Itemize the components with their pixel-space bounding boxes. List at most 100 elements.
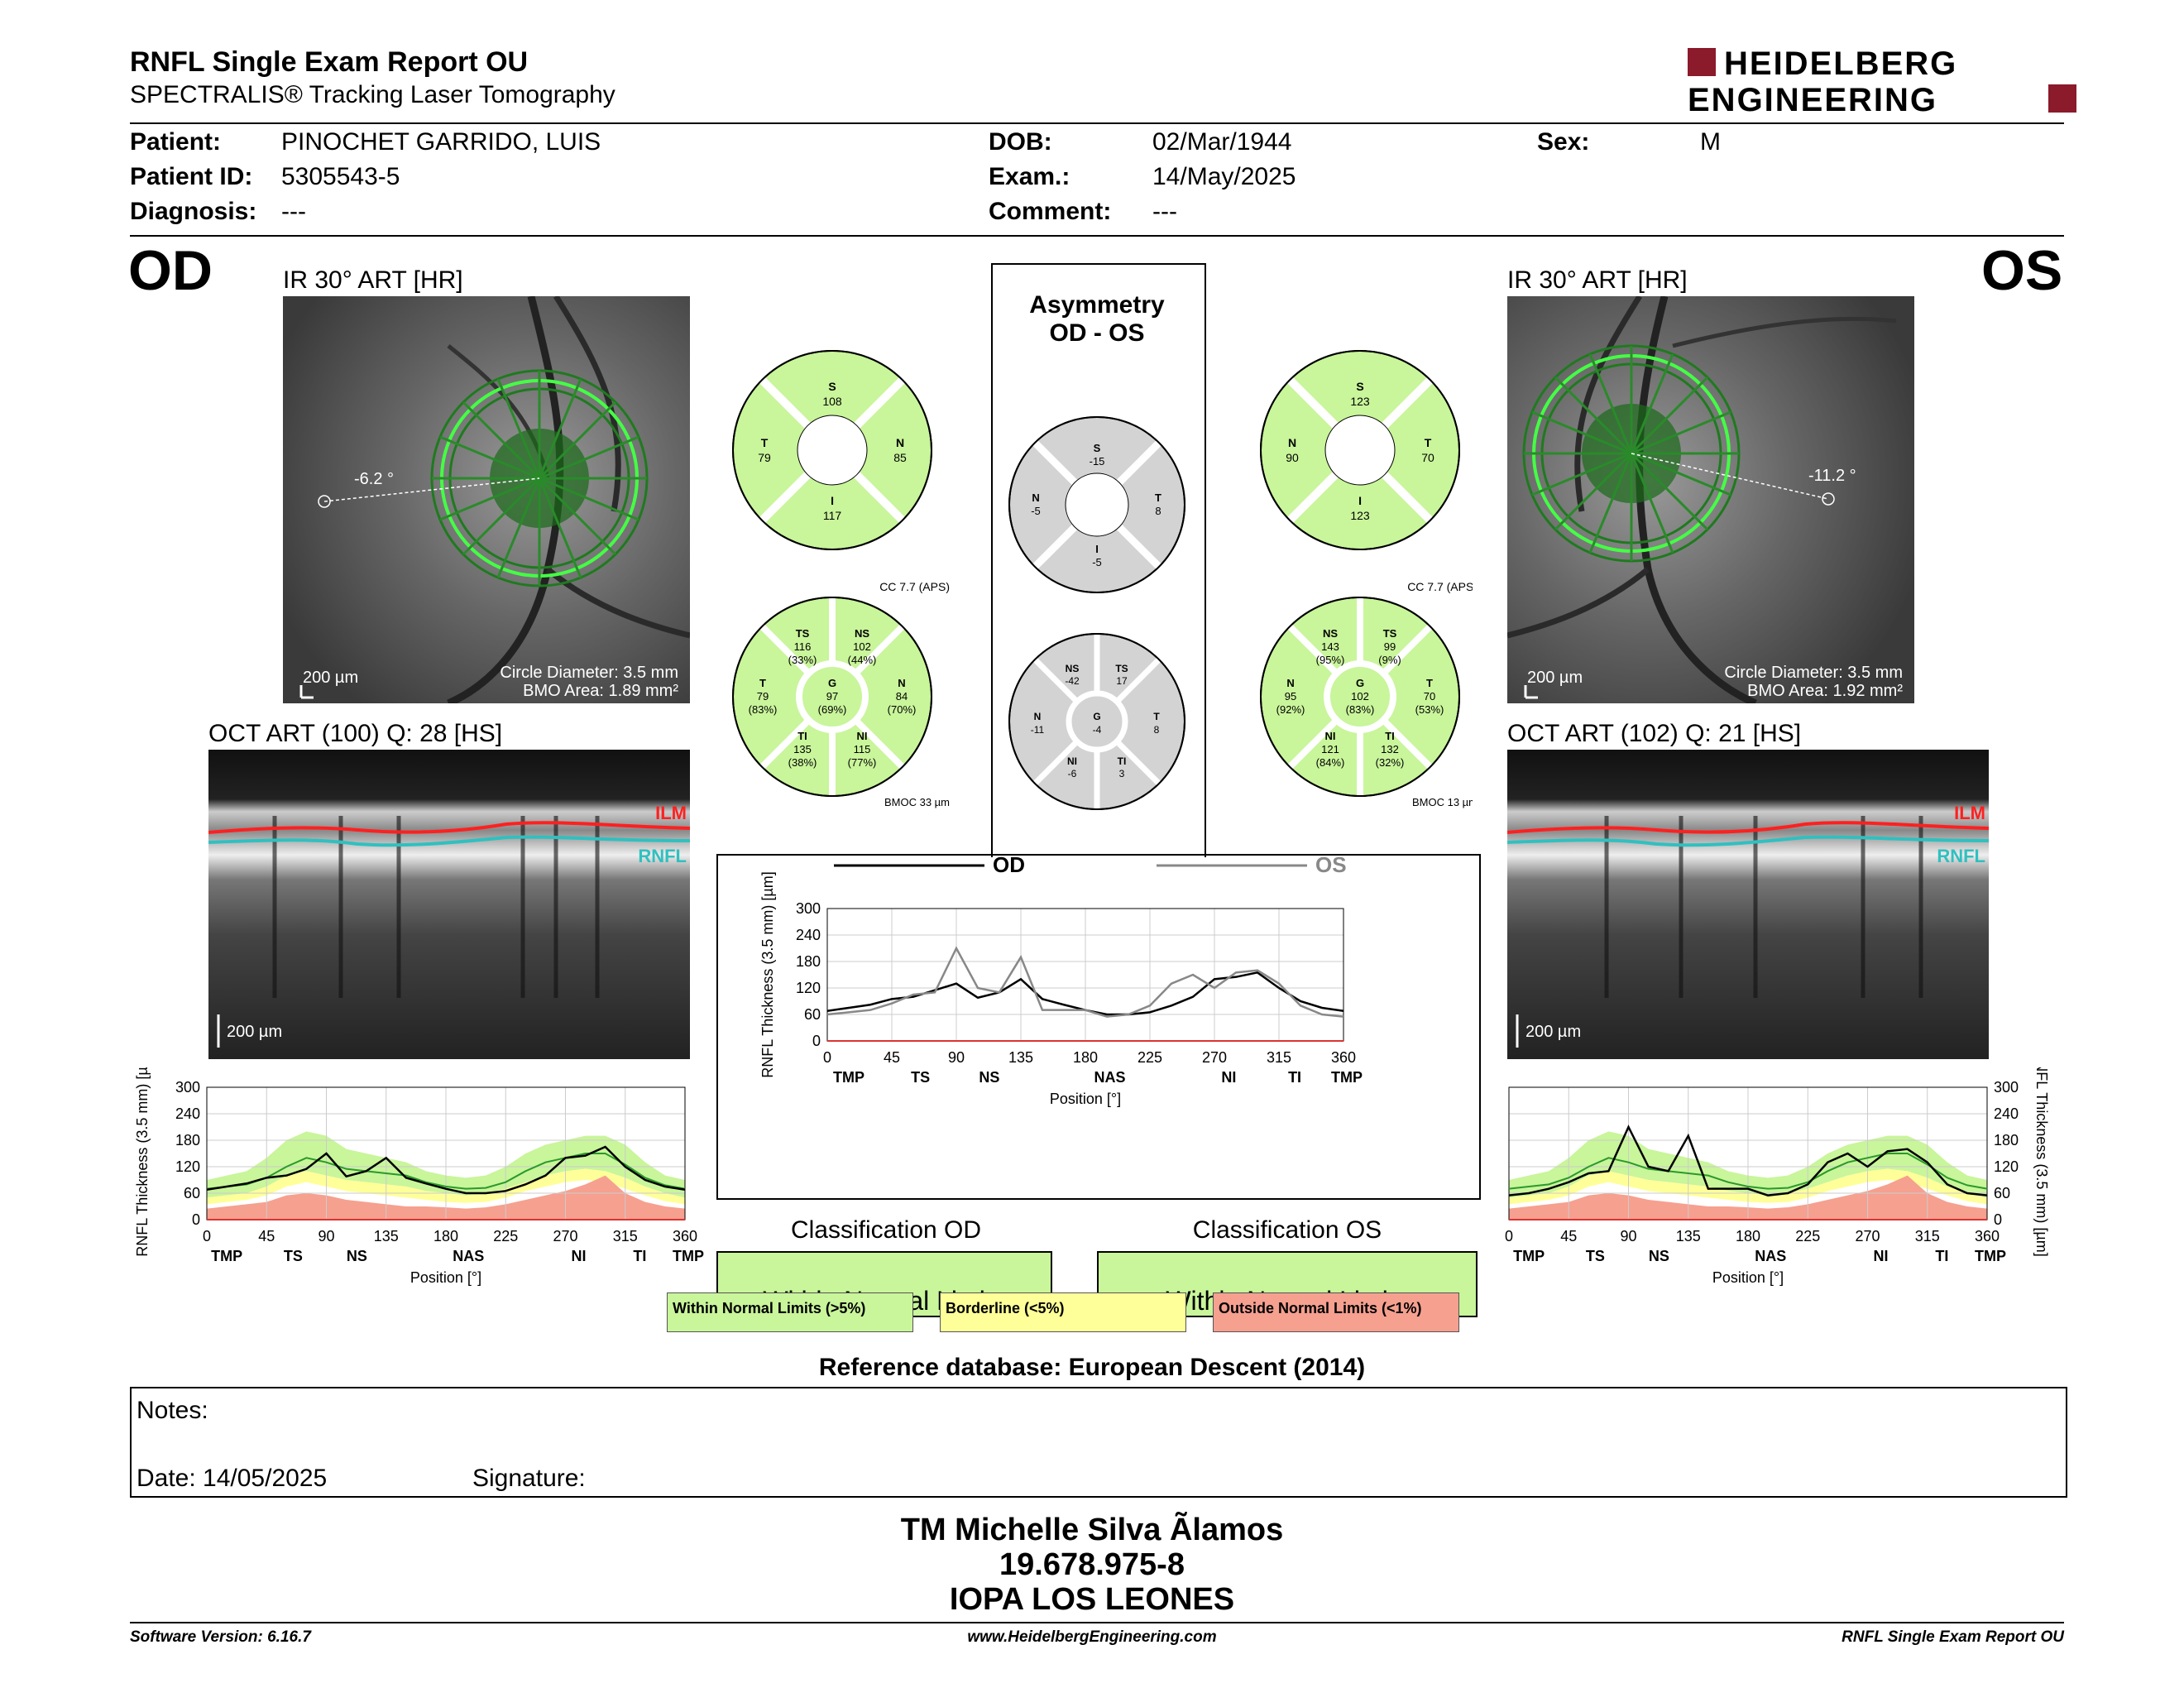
- footer-website: www.HeidelbergEngineering.com: [967, 1628, 1217, 1646]
- svg-text:TI: TI: [1385, 730, 1395, 742]
- notes-box: Notes: Date: 14/05/2025 Signature:: [130, 1387, 2067, 1498]
- sector-label: TMP: [1975, 1248, 2006, 1264]
- sector-label: TI: [633, 1248, 646, 1264]
- y-axis-label: RNFL Thickness (3.5 mm) [µm]: [134, 1067, 151, 1257]
- od-sector-circle: TS 116 (33%) NS 102 (44%) T 79 (83%) G 9…: [732, 597, 932, 797]
- comment-value: ---: [1152, 198, 1177, 225]
- y-tick-label: 0: [1994, 1211, 2002, 1228]
- patient-label: Patient:: [130, 128, 222, 156]
- thickness-circles: S 108 T 79 N 85 I 117 S -15 N -5 T 8 I -…: [732, 350, 1473, 810]
- sector-label: TMP: [673, 1248, 704, 1264]
- os-bmoc-label: BMOC 13 µm: [1412, 796, 1473, 808]
- x-tick-label: 270: [553, 1228, 577, 1244]
- os-eye-label: OS: [1981, 239, 2063, 302]
- os-sec-ts-p: (9%): [1378, 654, 1401, 666]
- y-tick-label: 180: [175, 1132, 200, 1149]
- x-tick-label: 135: [1676, 1228, 1701, 1244]
- asym-sec-ni: -6: [1068, 768, 1077, 779]
- svg-text:T: T: [761, 436, 769, 449]
- asymmetry-title: Asymmetry: [1029, 291, 1165, 319]
- legend-outside: Outside Normal Limits (<1%): [1213, 1292, 1459, 1332]
- svg-text:TI: TI: [1118, 755, 1127, 767]
- os-ir-caption: IR 30° ART [HR]: [1507, 266, 1688, 294]
- od-sec-ti: 135: [793, 743, 812, 755]
- normative-mean-line: [1508, 1153, 1988, 1190]
- os-sec-t-p: (53%): [1415, 703, 1444, 716]
- svg-text:G: G: [1356, 677, 1364, 689]
- x-tick-label: 45: [884, 1049, 900, 1066]
- od-sec-n-p: (70%): [888, 703, 917, 716]
- x-axis-label: Position [°]: [410, 1269, 481, 1286]
- os-rnfl-label: RNFL: [1937, 846, 1985, 866]
- reference-database: Reference database: European Descent (20…: [818, 1354, 1366, 1381]
- y-tick-label: 300: [796, 900, 821, 917]
- os-sec-ti: 132: [1381, 743, 1399, 755]
- x-tick-label: 90: [318, 1228, 334, 1244]
- od-bmoc-label: BMOC 33 µm: [884, 796, 950, 808]
- svg-text:NI: NI: [1067, 755, 1077, 767]
- sector-label: TMP: [833, 1069, 864, 1086]
- os-sector-circle: NS 143 (95%) TS 99 (9%) N 95 (92%) G 102…: [1260, 597, 1460, 797]
- os-oct-image: ILM RNFL 200 µm: [1507, 750, 1989, 1059]
- od-ir-caption: IR 30° ART [HR]: [283, 266, 463, 294]
- os-fundus-image: -11.2 ° 200 µm Circle Diameter: 3.5 mm B…: [1507, 296, 1914, 703]
- od-rnfl-label: RNFL: [638, 846, 687, 866]
- series-line-os: [826, 946, 1344, 1018]
- svg-text:NI: NI: [1325, 730, 1336, 742]
- os-ilm-label: ILM: [1954, 803, 1985, 823]
- x-tick-label: 270: [1202, 1049, 1227, 1066]
- od-oct-scale: 200 µm: [227, 1023, 283, 1041]
- combined-thickness-chart: 0 60 120 180 240 300 0 45 90 135 180 225 270 315 360 TM…: [759, 856, 1363, 1107]
- asymmetry-box: [991, 263, 1206, 857]
- svg-text:TS: TS: [1383, 627, 1397, 640]
- sector-label: NAS: [453, 1248, 484, 1264]
- signer-name: TM Michelle Silva Ãlamos: [900, 1513, 1284, 1547]
- od-ilm-label: ILM: [655, 803, 687, 823]
- exam-value: 14/May/2025: [1152, 163, 1296, 190]
- od-sec-t: 79: [757, 690, 769, 703]
- od-sec-ni-p: (77%): [848, 756, 877, 769]
- os-fundus-scale: 200 µm: [1527, 669, 1583, 687]
- heidelberg-logo: HEIDELBERG ENGINEERING: [1688, 46, 2076, 118]
- od-classification-label: Classification OD: [790, 1216, 982, 1244]
- asymmetry-subtitle: OD - OS: [1049, 319, 1145, 347]
- asym-quad-i: -5: [1092, 556, 1102, 568]
- svg-text:S: S: [1356, 380, 1363, 393]
- series-line-os: [1508, 1125, 1988, 1196]
- os-classification-label: Classification OS: [1192, 1216, 1382, 1244]
- x-tick-label: 45: [258, 1228, 275, 1244]
- y-tick-label: 180: [1994, 1132, 2019, 1149]
- svg-text:NS: NS: [855, 627, 869, 640]
- od-quadrant-circle: S 108 T 79 N 85 I 117: [732, 350, 932, 550]
- od-thickness-chart: 0 60 120 180 240 300 0 45 90 135 180 225 270 315 360 TM…: [134, 1067, 704, 1286]
- os-cc-label: CC 7.7 (APS): [1407, 580, 1473, 593]
- od-sec-ns-p: (44%): [848, 654, 877, 666]
- od-sec-ti-p: (38%): [788, 756, 817, 769]
- svg-text:S: S: [1094, 442, 1101, 454]
- x-axis-label: Position [°]: [1712, 1269, 1784, 1286]
- svg-text:TS: TS: [1115, 663, 1128, 674]
- os-sec-g: 102: [1351, 690, 1369, 703]
- asym-sec-ts: 17: [1116, 675, 1128, 687]
- dob-value: 02/Mar/1944: [1152, 128, 1292, 156]
- sector-label: TI: [1935, 1248, 1948, 1264]
- normative-mean-line: [206, 1153, 686, 1190]
- x-tick-label: 360: [1975, 1228, 2000, 1244]
- x-tick-label: 225: [493, 1228, 518, 1244]
- x-tick-label: 225: [1138, 1049, 1162, 1066]
- svg-text:NI: NI: [857, 730, 868, 742]
- od-fundus-scale: 200 µm: [303, 669, 359, 687]
- od-angle: -6.2 °: [354, 470, 395, 488]
- od-bmo-area: BMO Area: 1.89 mm²: [523, 682, 678, 700]
- x-tick-label: 180: [1736, 1228, 1760, 1244]
- notes-label: Notes:: [136, 1397, 208, 1424]
- asym-sec-n: -11: [1031, 724, 1045, 736]
- asym-quadrant-circle: S -15 N -5 T 8 I -5: [1008, 416, 1185, 593]
- od-quad-n: 85: [893, 451, 907, 464]
- footer-rule: [130, 1622, 2064, 1623]
- od-circle-diameter: Circle Diameter: 3.5 mm: [500, 664, 678, 682]
- sector-label: NAS: [1094, 1069, 1125, 1086]
- os-sec-ni-p: (84%): [1316, 756, 1345, 769]
- x-tick-label: 135: [1008, 1049, 1033, 1066]
- signer-org: IOPA LOS LEONES: [949, 1582, 1235, 1617]
